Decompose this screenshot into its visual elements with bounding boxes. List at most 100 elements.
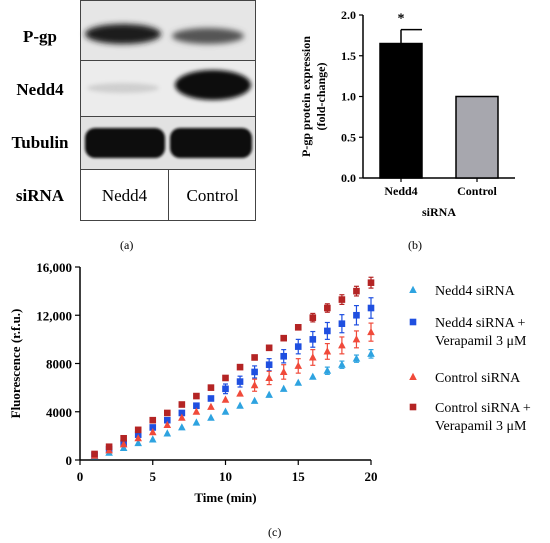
scatter-point bbox=[178, 423, 186, 431]
panel-label-b: (b) bbox=[408, 238, 422, 252]
scatter-point bbox=[251, 354, 258, 361]
scatter-point bbox=[309, 314, 317, 321]
scatter-point bbox=[148, 435, 157, 443]
scatter-point bbox=[353, 311, 360, 319]
scatter-point bbox=[163, 429, 172, 437]
bar-category-label: Nedd4 bbox=[384, 184, 417, 198]
scatter-point bbox=[338, 320, 346, 327]
scatter-point bbox=[222, 385, 229, 393]
scatter-point bbox=[193, 392, 200, 400]
blot-label-tubulin: Tubulin bbox=[11, 133, 69, 152]
scatter-point bbox=[221, 395, 230, 403]
scatter-point bbox=[265, 361, 273, 369]
scatter-point bbox=[236, 389, 244, 397]
legend-label: Nedd4 siRNA bbox=[435, 284, 516, 299]
scatter-y-tick-label: 16,000 bbox=[36, 260, 72, 275]
blot-frame bbox=[80, 0, 256, 221]
legend-label: Control siRNA bbox=[435, 371, 521, 386]
blot-label-nedd4: Nedd4 bbox=[16, 80, 64, 99]
scatter-point bbox=[279, 384, 288, 392]
band-nedd4-nedd4 bbox=[87, 83, 159, 93]
scatter-chart: 0 4000 8000 12,000 16,000 0 5 10 15 20 Time (min) F… bbox=[8, 260, 531, 505]
scatter-y-tick-label: 12,000 bbox=[36, 308, 72, 323]
scatter-point bbox=[352, 335, 361, 343]
scatter-point bbox=[149, 416, 157, 424]
scatter-point bbox=[294, 361, 303, 369]
scatter-point bbox=[192, 418, 201, 426]
bar-y-tick-label: 0.0 bbox=[341, 171, 356, 185]
scatter-point bbox=[134, 438, 142, 447]
scatter-y-axis-title: Fluorescence (r.f.u.) bbox=[8, 309, 23, 419]
scatter-point bbox=[338, 360, 346, 368]
scatter-point bbox=[367, 349, 375, 357]
western-blot-panel: P-gp Nedd4 Tubulin siRNA Nedd4 Control bbox=[5, 0, 265, 225]
scatter-point bbox=[251, 368, 258, 376]
scatter-point bbox=[207, 413, 215, 421]
scatter-point bbox=[323, 366, 332, 374]
scatter-point bbox=[163, 420, 172, 429]
legend-marker bbox=[409, 403, 417, 411]
scatter-y-tick-label: 0 bbox=[66, 453, 73, 468]
scatter-point bbox=[207, 402, 215, 410]
lane-label-control: Control bbox=[186, 186, 239, 205]
scatter-point bbox=[265, 373, 273, 381]
bar-significance-mark: * bbox=[398, 12, 405, 27]
blot-label-pgp: P-gp bbox=[23, 27, 57, 46]
blot-image bbox=[80, 0, 256, 221]
scatter-point bbox=[119, 443, 128, 451]
scatter-point bbox=[367, 327, 375, 336]
legend-marker bbox=[409, 318, 417, 326]
bar-y-axis-title-line: (fold-change) bbox=[314, 63, 328, 131]
scatter-point bbox=[323, 347, 332, 355]
legend-label: Verapamil 3 μM bbox=[435, 334, 527, 349]
scatter-point bbox=[207, 384, 215, 391]
bar-y-axis-title-line: P-gp protein expression bbox=[299, 36, 313, 157]
scatter-point bbox=[119, 440, 128, 448]
panel-label-c: (c) bbox=[268, 525, 282, 539]
scatter-point bbox=[280, 352, 287, 360]
scatter-point bbox=[105, 443, 113, 451]
scatter-point bbox=[193, 402, 200, 410]
scatter-x-tick-label: 10 bbox=[219, 469, 232, 484]
scatter-point bbox=[265, 344, 273, 352]
legend-label: Verapamil 3 μM bbox=[435, 419, 527, 434]
band-tubulin-nedd4 bbox=[85, 128, 165, 158]
scatter-point bbox=[207, 395, 215, 402]
scatter-x-tick-label: 0 bbox=[77, 469, 84, 484]
scatter-point bbox=[352, 354, 361, 362]
blot-label-sirna: siRNA bbox=[15, 186, 65, 205]
scatter-point bbox=[236, 363, 244, 371]
scatter-point bbox=[338, 296, 346, 303]
band-pgp-control bbox=[172, 28, 244, 44]
bar-y-tick-label: 1.5 bbox=[341, 49, 356, 63]
scatter-series bbox=[90, 349, 375, 460]
scatter-point bbox=[91, 450, 98, 458]
bar bbox=[379, 42, 423, 179]
scatter-point bbox=[250, 381, 259, 389]
band-tubulin-control bbox=[170, 128, 252, 158]
scatter-point bbox=[120, 434, 127, 442]
scatter-y-tick-label: 8000 bbox=[46, 357, 72, 372]
scatter-point bbox=[294, 343, 302, 350]
scatter-point bbox=[294, 378, 303, 386]
scatter-series bbox=[90, 322, 375, 459]
scatter-point bbox=[178, 409, 186, 417]
scatter-point bbox=[164, 409, 171, 417]
scatter-point bbox=[236, 378, 244, 385]
scatter-x-tick-label: 20 bbox=[365, 469, 378, 484]
scatter-y-tick-label: 4000 bbox=[46, 405, 72, 420]
scatter-point bbox=[367, 279, 375, 286]
bar-y-tick-label: 2.0 bbox=[341, 8, 356, 22]
scatter-x-tick-label: 5 bbox=[150, 469, 157, 484]
lane-label-nedd4: Nedd4 bbox=[101, 186, 148, 205]
bar-x-axis-title: siRNA bbox=[422, 205, 456, 219]
bar bbox=[455, 95, 499, 179]
scatter-point bbox=[178, 413, 186, 421]
band-pgp-nedd4 bbox=[85, 24, 161, 44]
scatter-point bbox=[221, 407, 230, 415]
scatter-point bbox=[309, 336, 317, 343]
bar-y-tick-label: 1.0 bbox=[341, 90, 356, 104]
scatter-point bbox=[309, 372, 317, 380]
bar-y-axis-title: P-gp protein expression(fold-change) bbox=[299, 36, 328, 157]
